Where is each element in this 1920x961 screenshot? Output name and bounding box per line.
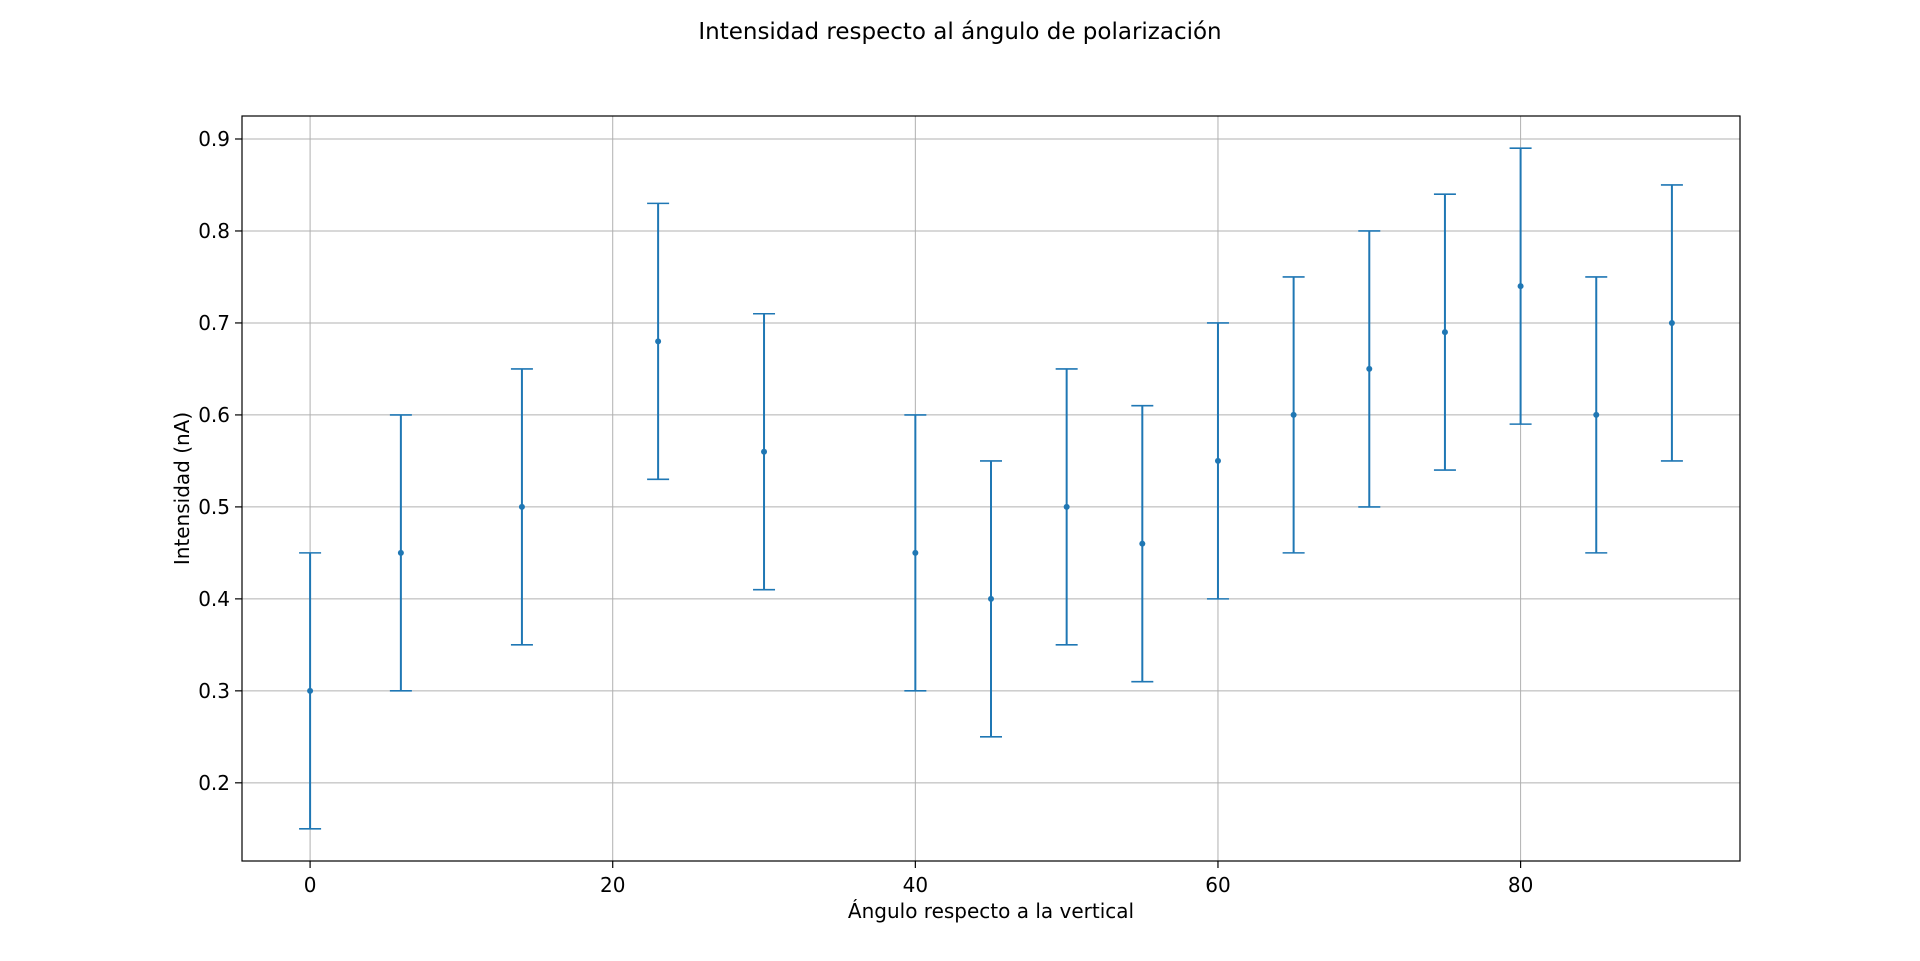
plot-frame — [241, 115, 1741, 862]
y-axis-label: Intensidad (nA) — [170, 412, 194, 565]
data-point — [1366, 365, 1373, 372]
x-tick-label: 20 — [600, 873, 625, 897]
y-tick-label: 0.5 — [198, 495, 230, 519]
y-tick-label: 0.4 — [198, 587, 230, 611]
chart-title: Intensidad respecto al ángulo de polariz… — [698, 19, 1221, 45]
y-tick-label: 0.3 — [198, 679, 230, 703]
data-series — [299, 147, 1683, 830]
data-point — [1063, 503, 1070, 510]
data-point — [912, 549, 919, 556]
y-tick-label: 0.8 — [198, 219, 230, 243]
data-point — [518, 503, 525, 510]
data-point — [1668, 319, 1675, 326]
data-point — [1441, 329, 1448, 336]
data-point — [1214, 457, 1221, 464]
data-point — [988, 595, 994, 602]
data-point — [1593, 411, 1600, 418]
data-point — [1517, 283, 1524, 290]
data-point — [761, 448, 768, 455]
y-axis: 0.2 0.3 0.4 0.5 0.6 0.7 0.8 0.9 — [198, 127, 242, 795]
data-point — [1290, 411, 1297, 418]
x-tick-label: 60 — [1205, 873, 1230, 897]
x-axis: 0 20 40 60 80 — [304, 861, 1533, 897]
x-tick-label: 80 — [1508, 873, 1533, 897]
x-tick-label: 40 — [903, 873, 928, 897]
x-axis-label: Ángulo respecto a la vertical — [848, 899, 1134, 923]
y-tick-label: 0.7 — [198, 311, 230, 335]
x-tick-label: 0 — [304, 873, 317, 897]
y-tick-label: 0.2 — [198, 771, 230, 795]
data-point — [307, 687, 314, 694]
data-point — [397, 549, 404, 556]
data-point — [655, 338, 662, 345]
data-point — [1139, 540, 1146, 547]
y-tick-label: 0.6 — [198, 403, 230, 427]
y-tick-label: 0.9 — [198, 127, 230, 151]
